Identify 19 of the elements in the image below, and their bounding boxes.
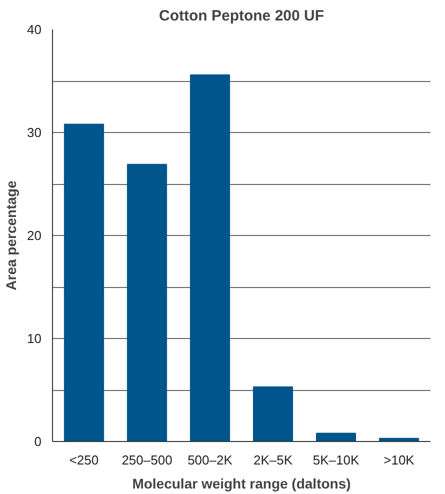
x-tick-label: >10K — [384, 452, 415, 468]
y-tick-label: 10 — [27, 331, 42, 346]
x-tick-label: 5K–10K — [312, 452, 360, 468]
bar — [316, 432, 356, 442]
y-axis-title: Area percentage — [3, 180, 20, 290]
bar — [190, 74, 230, 442]
x-tick-label: 500–2K — [188, 452, 233, 468]
y-tick-label: 30 — [27, 125, 42, 140]
x-tick-label: 250–500 — [122, 452, 172, 468]
bar — [64, 124, 104, 442]
x-axis-title: Molecular weight range (daltons) — [132, 476, 351, 492]
y-tick-label: 0 — [34, 434, 42, 449]
chart-title: Cotton Peptone 200 UF — [158, 8, 324, 24]
y-tick-label: 20 — [27, 228, 42, 243]
x-tick-label: 2K–5K — [253, 452, 293, 468]
x-tick-label: <250 — [69, 452, 99, 468]
y-tick-label: 40 — [27, 22, 42, 37]
bar — [126, 164, 168, 442]
bar — [252, 386, 294, 442]
